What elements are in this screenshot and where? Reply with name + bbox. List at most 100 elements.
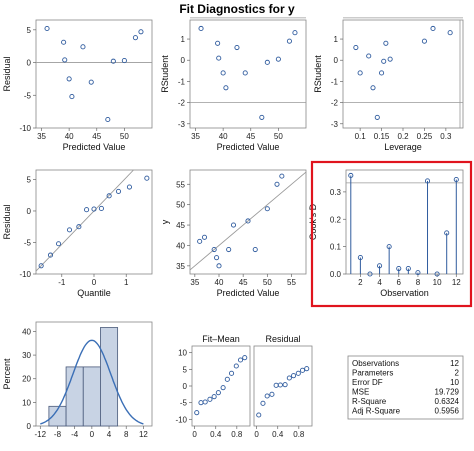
rstudent_vs_leverage-y-tick-label: -2 <box>331 99 339 108</box>
fit_mean-x-tick-label: 0.4 <box>210 430 222 439</box>
residual_spread-point <box>264 393 270 399</box>
residual_vs_predicted-point <box>80 44 86 50</box>
residual_histogram-y-tick-label: 40 <box>22 327 31 336</box>
residual_vs_quantile-point <box>38 263 44 269</box>
fit_mean-chart: 0 0.4 0.8 -10 -5 0 5 10 Fit–Mean <box>175 334 251 439</box>
fit_mean-point <box>224 376 230 382</box>
fit_mean-point <box>202 399 208 405</box>
residual_spread-point <box>290 373 297 379</box>
rstudent_vs_predicted-point <box>220 70 226 76</box>
y_vs_predicted-y-axis-label: y <box>160 219 170 224</box>
residual_vs_predicted-point <box>44 25 50 32</box>
rstudent_vs_leverage-chart: 0.1 0.15 0.2 0.25 0.3 -3 -2 -1 0 1 Leverage RStuden… <box>313 17 464 152</box>
residual_spread-frame <box>253 345 313 427</box>
residual_spread-title: Residual <box>265 334 300 344</box>
fit-stat-label: R-Square <box>352 397 387 406</box>
fit_mean-y-tick-label: 5 <box>183 365 188 374</box>
fit_mean-y-tick-label: -5 <box>180 399 188 408</box>
residual_vs_predicted-point <box>61 39 67 45</box>
cooks-d-point <box>415 270 421 276</box>
y_vs_predicted-x-tick-label: 40 <box>215 278 224 287</box>
residual_vs_predicted-y-axis-label: Residual <box>2 56 12 91</box>
fit-stat-value: 12 <box>450 359 459 368</box>
cooks-d-highlight-box <box>310 160 473 308</box>
fit-stat-value: 2 <box>455 369 460 378</box>
rstudent_vs_leverage-point <box>421 38 427 44</box>
fit-statistics-box: Observations 12 Parameters 2 Error DF 10 MSE 19… <box>347 355 464 420</box>
fit-stat-label: Adj R-Square <box>352 407 401 416</box>
residual_spread-point <box>304 366 310 372</box>
rstudent_vs_leverage-x-axis-label: Leverage <box>384 142 422 152</box>
residual_vs_predicted-y-tick-label: -10 <box>19 124 31 133</box>
cooks_d-x-tick-label: 4 <box>377 278 382 287</box>
residual_vs_quantile-y-tick-label: 0 <box>27 207 32 216</box>
rstudent_vs_leverage-x-tick-label: 0.15 <box>374 132 390 141</box>
y_vs_predicted-point <box>214 255 220 261</box>
residual_spread-chart: 0 0.4 0.8 Residual <box>253 334 313 439</box>
cooks_d-y-tick-label: 0.2 <box>330 215 342 224</box>
residual_vs_quantile-point <box>76 224 82 230</box>
rstudent_vs_predicted-y-tick-label: 0 <box>181 56 186 65</box>
rstudent_vs_predicted-point <box>286 38 292 44</box>
histogram-bar <box>100 327 119 427</box>
residual_vs_predicted-x-axis-label: Predicted Value <box>63 142 126 152</box>
rstudent_vs_leverage-point <box>383 40 389 46</box>
fit_mean-point <box>242 355 248 361</box>
rstudent_vs_leverage-point <box>381 58 387 64</box>
rstudent_vs_predicted-y-tick-label: -2 <box>178 99 186 108</box>
cooks_d-x-axis-label: Observation <box>380 288 429 298</box>
residual_vs_predicted-point <box>69 94 75 100</box>
rstudent_vs_predicted-point <box>259 114 265 120</box>
fit-stat-value: 0.5956 <box>435 407 460 416</box>
residual_vs_quantile-x-tick-label: 0 <box>92 278 97 287</box>
rstudent_vs_predicted-point <box>264 59 270 65</box>
fit_mean-x-tick-label: 0 <box>192 430 197 439</box>
residual_histogram-x-tick-label: 4 <box>107 430 112 439</box>
y_vs_predicted-x-tick-label: 50 <box>263 278 272 287</box>
y_vs_predicted-point <box>201 234 208 240</box>
residual_vs_predicted-point <box>138 29 144 35</box>
cooks-d-point <box>377 263 383 269</box>
residual_vs_quantile-point <box>56 241 62 247</box>
rstudent_vs_leverage-point <box>370 85 376 91</box>
rstudent_vs_predicted-point <box>242 70 248 76</box>
residual_vs_predicted-point <box>132 35 138 41</box>
residual_vs_predicted-y-tick-label: -5 <box>24 91 32 100</box>
rstudent_vs_predicted-x-axis-label: Predicted Value <box>217 142 280 152</box>
fit_mean-y-tick-label: -10 <box>175 415 187 424</box>
residual_spread-point <box>282 382 288 388</box>
y_vs_predicted-point <box>216 263 222 269</box>
fit_mean-point <box>220 385 226 391</box>
cooks-d-point <box>396 265 402 272</box>
residual_vs_predicted-point <box>105 116 111 123</box>
fit-stat-label: Error DF <box>352 378 383 387</box>
y_vs_predicted-x-axis-label: Predicted Value <box>217 288 280 298</box>
y_vs_predicted-point <box>230 222 237 228</box>
rstudent_vs_predicted-point <box>215 40 221 46</box>
cooks-d-point <box>367 271 373 277</box>
fit_mean-point <box>194 410 200 416</box>
cooks-d-point <box>357 255 363 261</box>
residual_vs_predicted-point <box>110 58 116 64</box>
residual_spread-point <box>269 391 275 397</box>
cooks-d-point <box>424 178 431 184</box>
rstudent_vs_predicted-point <box>275 56 281 62</box>
histogram-bar <box>65 366 84 427</box>
y_vs_predicted-x-tick-label: 55 <box>287 278 296 287</box>
histogram-bar <box>82 366 101 427</box>
residual_spread-point <box>286 375 292 381</box>
residual_vs_predicted-chart: 35 40 45 50 -10 -5 0 5 Predicted Value Residual <box>2 19 153 152</box>
rstudent_vs_predicted-frame <box>189 19 307 129</box>
rstudent_vs_predicted-x-tick-label: 40 <box>219 132 228 141</box>
rstudent_vs_predicted-y-tick-label: -3 <box>178 120 186 129</box>
cooks-d-point <box>405 265 411 272</box>
fit_mean-point <box>237 357 244 363</box>
cooks-d-point <box>434 271 440 277</box>
residual_vs_quantile-point <box>98 205 104 211</box>
rstudent_vs_leverage-y-tick-label: -1 <box>331 77 339 86</box>
rstudent_vs_leverage-frame <box>342 19 464 129</box>
y_vs_predicted-frame <box>189 169 307 275</box>
